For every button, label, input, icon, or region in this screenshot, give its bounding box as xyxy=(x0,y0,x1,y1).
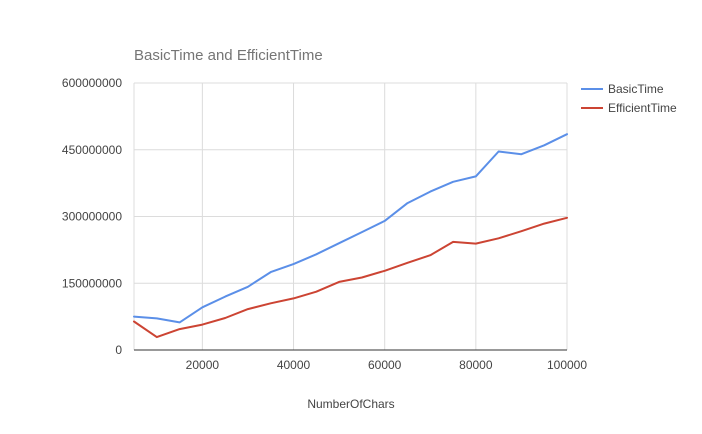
series-lines xyxy=(133,133,568,339)
series-line-efficienttime xyxy=(133,216,568,339)
x-tick-label: 60000 xyxy=(368,358,402,372)
y-axis-ticks: 0 150000000 300000000 450000000 600000000 xyxy=(62,76,122,357)
y-tick-label: 0 xyxy=(115,343,122,357)
legend: BasicTime EfficientTime xyxy=(581,82,677,115)
y-tick-label: 600000000 xyxy=(62,76,122,90)
legend-label-efficienttime: EfficientTime xyxy=(608,101,677,115)
x-axis-title: NumberOfChars xyxy=(307,397,394,411)
chart-title: BasicTime and EfficientTime xyxy=(134,47,323,64)
x-axis-ticks: 20000 40000 60000 80000 100000 xyxy=(186,358,588,372)
y-tick-label: 300000000 xyxy=(62,210,122,224)
x-tick-label: 80000 xyxy=(459,358,493,372)
series-line-basictime xyxy=(133,133,568,324)
x-tick-label: 40000 xyxy=(277,358,311,372)
y-tick-label: 150000000 xyxy=(62,276,122,290)
y-tick-label: 450000000 xyxy=(62,143,122,157)
x-tick-label: 100000 xyxy=(547,358,587,372)
gridlines xyxy=(133,82,568,350)
x-tick-label: 20000 xyxy=(186,358,220,372)
legend-label-basictime: BasicTime xyxy=(608,82,664,96)
